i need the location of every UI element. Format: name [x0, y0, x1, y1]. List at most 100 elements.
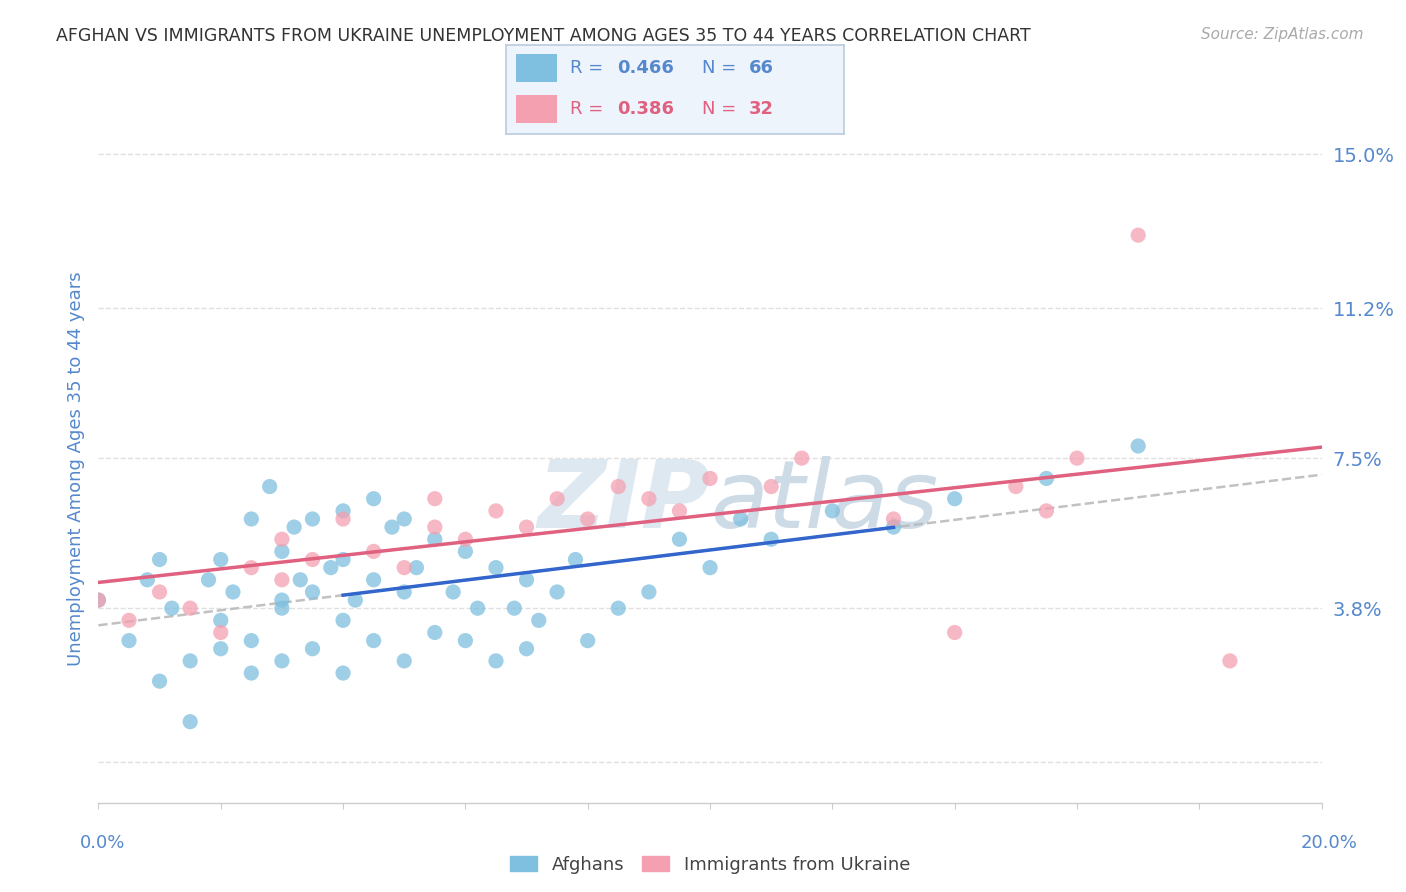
Point — [668, 504, 690, 518]
Point — [332, 666, 354, 681]
Point — [485, 560, 508, 574]
Point — [392, 560, 416, 574]
Point — [485, 504, 508, 518]
Point — [392, 654, 416, 668]
Point — [136, 573, 159, 587]
Point — [516, 641, 538, 656]
Point — [607, 601, 630, 615]
Point — [270, 593, 292, 607]
Point — [454, 633, 477, 648]
Point — [759, 479, 782, 493]
Point — [209, 552, 232, 566]
Point — [576, 512, 599, 526]
Point — [118, 633, 141, 648]
Point — [87, 593, 110, 607]
Point — [943, 625, 966, 640]
Bar — [516, 54, 557, 82]
Point — [118, 613, 141, 627]
Point — [637, 585, 661, 599]
Point — [149, 674, 172, 689]
Point — [1128, 228, 1150, 243]
Point — [240, 560, 263, 574]
Point — [270, 544, 292, 558]
Point — [381, 520, 404, 534]
Point — [392, 585, 416, 599]
Text: 20.0%: 20.0% — [1301, 834, 1357, 852]
Point — [454, 533, 477, 547]
Point — [516, 520, 538, 534]
Point — [240, 633, 263, 648]
Point — [344, 593, 367, 607]
Point — [883, 520, 905, 534]
Point — [454, 544, 477, 558]
Point — [149, 585, 172, 599]
Point — [222, 585, 245, 599]
Point — [332, 504, 354, 518]
Point — [179, 714, 201, 729]
Point — [290, 573, 312, 587]
Point — [259, 479, 281, 493]
Point — [730, 512, 752, 526]
Text: 32: 32 — [749, 100, 775, 118]
Point — [637, 491, 661, 506]
Point — [576, 633, 599, 648]
Point — [1219, 654, 1241, 668]
Text: ZIP: ZIP — [537, 456, 710, 548]
Point — [516, 573, 538, 587]
Y-axis label: Unemployment Among Ages 35 to 44 years: Unemployment Among Ages 35 to 44 years — [66, 271, 84, 665]
Point — [607, 479, 630, 493]
Point — [197, 573, 219, 587]
Text: 0.466: 0.466 — [617, 59, 675, 77]
Point — [363, 491, 385, 506]
Point — [270, 533, 292, 547]
Text: 66: 66 — [749, 59, 775, 77]
Point — [209, 625, 232, 640]
Point — [790, 451, 813, 466]
Point — [363, 573, 385, 587]
Point — [423, 533, 446, 547]
Point — [392, 512, 416, 526]
Point — [883, 512, 905, 526]
Point — [759, 533, 782, 547]
Point — [564, 552, 586, 566]
Text: 0.386: 0.386 — [617, 100, 675, 118]
Point — [943, 491, 966, 506]
Point — [1004, 479, 1026, 493]
Point — [668, 533, 690, 547]
Point — [160, 601, 183, 615]
Text: R =: R = — [571, 100, 609, 118]
Point — [423, 491, 446, 506]
Point — [209, 641, 232, 656]
Point — [240, 666, 263, 681]
Point — [301, 641, 323, 656]
Point — [301, 512, 323, 526]
Text: R =: R = — [571, 59, 609, 77]
Text: N =: N = — [702, 100, 742, 118]
Point — [179, 654, 201, 668]
Point — [332, 552, 354, 566]
Point — [546, 491, 568, 506]
Point — [503, 601, 526, 615]
Point — [423, 625, 446, 640]
Text: atlas: atlas — [710, 456, 938, 548]
Point — [441, 585, 464, 599]
Point — [301, 552, 323, 566]
Point — [699, 471, 721, 485]
Point — [332, 613, 354, 627]
Point — [209, 613, 232, 627]
Point — [240, 512, 263, 526]
Point — [270, 573, 292, 587]
Point — [485, 654, 508, 668]
Point — [467, 601, 489, 615]
Point — [87, 593, 110, 607]
Point — [423, 520, 446, 534]
Point — [1128, 439, 1150, 453]
Point — [301, 585, 323, 599]
Text: 0.0%: 0.0% — [80, 834, 125, 852]
Point — [1035, 504, 1057, 518]
Bar — [516, 95, 557, 123]
Point — [270, 601, 292, 615]
Text: N =: N = — [702, 59, 742, 77]
Point — [821, 504, 844, 518]
Point — [363, 633, 385, 648]
